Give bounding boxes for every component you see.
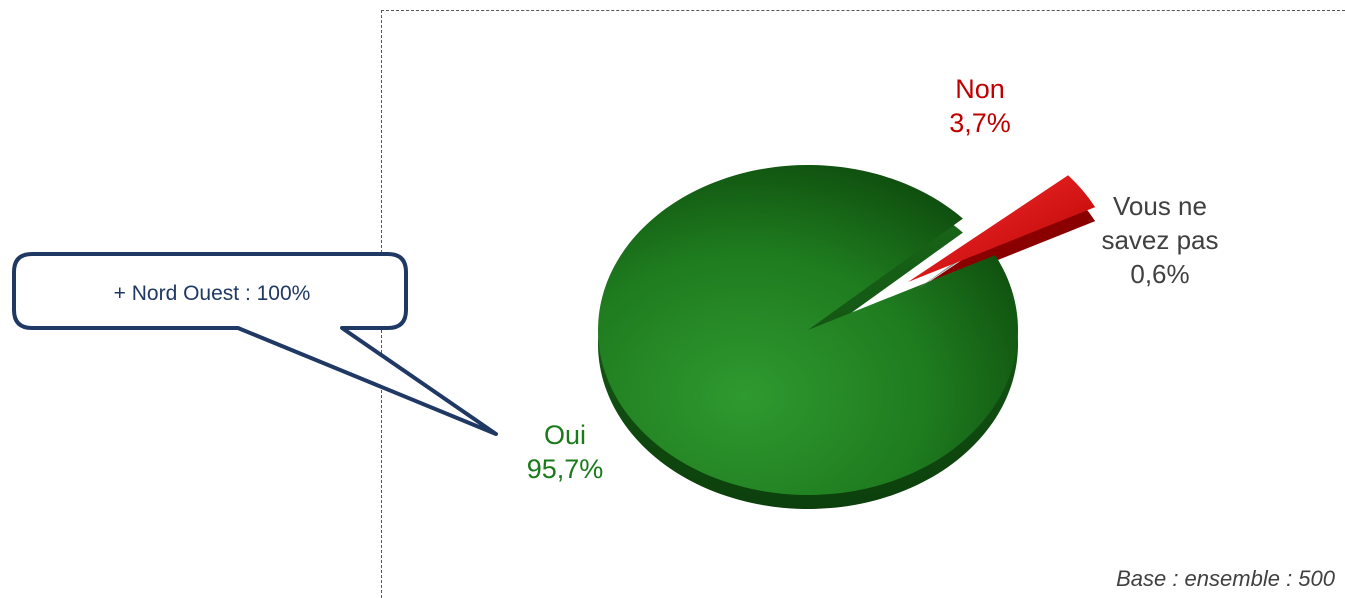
slice-label-vnsp-line1: Vous ne — [1113, 191, 1207, 221]
base-note: Base : ensemble : 500 — [1116, 566, 1335, 591]
slice-label-vous-ne-savez-pas: Vous ne savez pas 0,6% — [1080, 189, 1240, 291]
slice-label-vnsp-value: 0,6% — [1130, 259, 1190, 289]
slice-label-oui: Oui 95,7% — [505, 418, 625, 486]
slice-label-non-value: 3,7% — [949, 108, 1011, 138]
slice-label-non-category: Non — [955, 74, 1005, 104]
callout-bubble — [12, 252, 498, 436]
slice-label-oui-category: Oui — [543, 420, 587, 450]
pie-slice-non — [908, 175, 1096, 282]
pie-slice-oui — [598, 165, 1019, 496]
slice-label-oui-value: 95,7% — [526, 454, 604, 484]
callout-text: + Nord Ouest : 100% — [113, 282, 311, 305]
slice-label-non: Non 3,7% — [920, 72, 1040, 140]
slice-label-vnsp-line2: savez pas — [1101, 225, 1219, 255]
